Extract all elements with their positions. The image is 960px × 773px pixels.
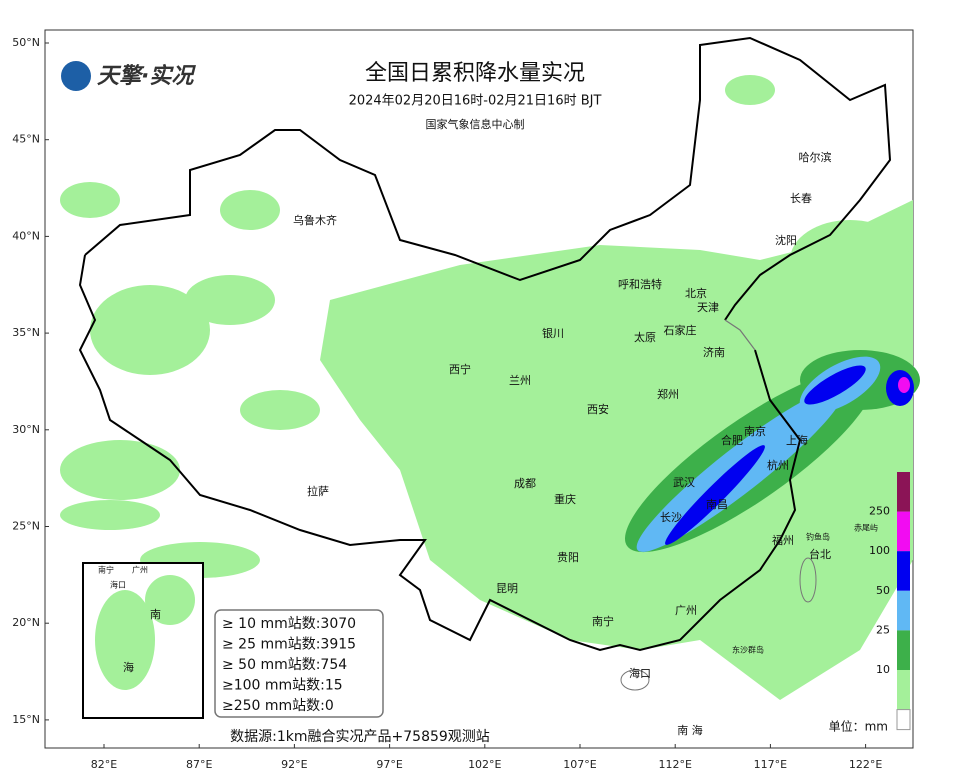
city-label: 海口 — [629, 666, 651, 680]
colorbar-segment — [897, 511, 910, 552]
city-label: 南昌 — [706, 498, 728, 511]
island-label: 赤尾屿 — [854, 524, 878, 533]
stats-line: ≥250 mm站数:0 — [222, 698, 334, 714]
stats-line: ≥100 mm站数:15 — [222, 678, 343, 694]
lat-label: 20°N — [12, 616, 40, 629]
island-label: 钓鱼岛 — [806, 532, 830, 542]
taiwan — [799, 557, 817, 603]
stats-box — [214, 609, 384, 718]
city-label: 合肥 — [721, 433, 743, 447]
lon-label: 92°E — [281, 758, 307, 771]
city-label: 天津 — [697, 301, 719, 314]
logo-icon — [61, 61, 91, 91]
city-label: 南 海 — [677, 723, 703, 737]
lon-label: 107°E — [563, 758, 596, 771]
lat-label: 25°N — [12, 520, 40, 533]
colorbar-segment — [897, 630, 910, 670]
city-label: 北京 — [685, 286, 707, 300]
title: 全国日累积降水量实况 — [365, 61, 585, 86]
city-label: 郑州 — [657, 387, 679, 401]
stats-line: ≥ 25 mm站数:3915 — [222, 637, 356, 653]
colorbar-top — [897, 472, 910, 512]
city-label: 石家庄 — [664, 323, 697, 337]
rain-light — [60, 75, 913, 700]
lat-label: 30°N — [12, 423, 40, 436]
city-label: 济南 — [703, 345, 725, 359]
city-label: 上海 — [786, 433, 808, 447]
city-label: 沈阳 — [775, 233, 797, 247]
colorbar-segment — [897, 670, 910, 710]
lon-label: 82°E — [91, 758, 117, 771]
inset-label: 广州 — [132, 565, 148, 575]
city-label: 武汉 — [673, 476, 695, 489]
colorbar-label: 25 — [876, 623, 890, 636]
colorbar-label: 50 — [876, 584, 890, 597]
inset-label: 南 — [150, 608, 161, 621]
lat-label: 45°N — [12, 133, 40, 146]
lon-label: 117°E — [754, 758, 787, 771]
city-label: 银川 — [542, 326, 564, 340]
city-label: 长沙 — [660, 511, 682, 524]
city-label: 拉萨 — [307, 484, 329, 498]
unit: 单位：mm — [829, 719, 888, 734]
rain-extreme — [898, 377, 910, 393]
inset-label: 海 — [123, 660, 134, 674]
lon-label: 102°E — [468, 758, 501, 771]
city-label: 重庆 — [554, 492, 576, 506]
lon-label: 122°E — [849, 758, 882, 771]
city-label: 昆明 — [496, 582, 518, 595]
inset-rain — [95, 590, 155, 690]
hainan — [620, 669, 650, 691]
inset-label: 海口 — [110, 580, 126, 590]
stats-line: ≥ 10 mm站数:3070 — [222, 616, 356, 632]
city-label: 兰州 — [509, 374, 531, 387]
city-label: 西安 — [587, 402, 609, 416]
lat-label: 15°N — [12, 713, 40, 726]
lon-label: 87°E — [186, 758, 212, 771]
credit: 国家气象信息中心制 — [426, 117, 525, 131]
china-border — [78, 36, 892, 652]
city-label: 成都 — [514, 477, 536, 490]
city-label: 呼和浩特 — [618, 277, 662, 291]
colorbar-segment — [897, 590, 910, 631]
city-label: 长春 — [790, 192, 812, 205]
city-label: 贵阳 — [557, 551, 579, 564]
city-label: 南宁 — [592, 614, 614, 628]
lat-label: 35°N — [12, 326, 40, 339]
colorbar-segment — [897, 551, 910, 591]
lat-label: 50°N — [12, 36, 40, 49]
source: 数据源:1km融合实况产品+75859观测站 — [230, 729, 490, 745]
colorbar-label: 10 — [876, 663, 890, 676]
lon-label: 112°E — [658, 758, 691, 771]
colorbar-base — [896, 709, 911, 731]
city-label: 福州 — [772, 533, 794, 547]
subtitle: 2024年02月20日16时-02月21日16时 BJT — [349, 94, 602, 109]
city-label: 太原 — [634, 331, 656, 344]
city-label: 西宁 — [449, 362, 471, 376]
island-label: 东沙群岛 — [732, 645, 764, 655]
city-label: 台北 — [809, 547, 831, 561]
city-label: 南京 — [744, 424, 766, 438]
inset-label: 南宁 — [98, 565, 114, 575]
colorbar-label: 250 — [869, 505, 890, 518]
logo: 天擎·实况 — [97, 63, 196, 89]
lat-label: 40°N — [12, 229, 40, 242]
lon-label: 97°E — [376, 758, 402, 771]
city-label: 杭州 — [767, 458, 789, 472]
coastline — [724, 319, 756, 351]
city-label: 广州 — [675, 604, 697, 617]
city-label: 哈尔滨 — [799, 150, 832, 164]
city-label: 乌鲁木齐 — [293, 213, 337, 227]
colorbar-label: 100 — [869, 544, 890, 557]
stats-line: ≥ 50 mm站数:754 — [222, 657, 347, 673]
inset-rain — [145, 575, 195, 625]
